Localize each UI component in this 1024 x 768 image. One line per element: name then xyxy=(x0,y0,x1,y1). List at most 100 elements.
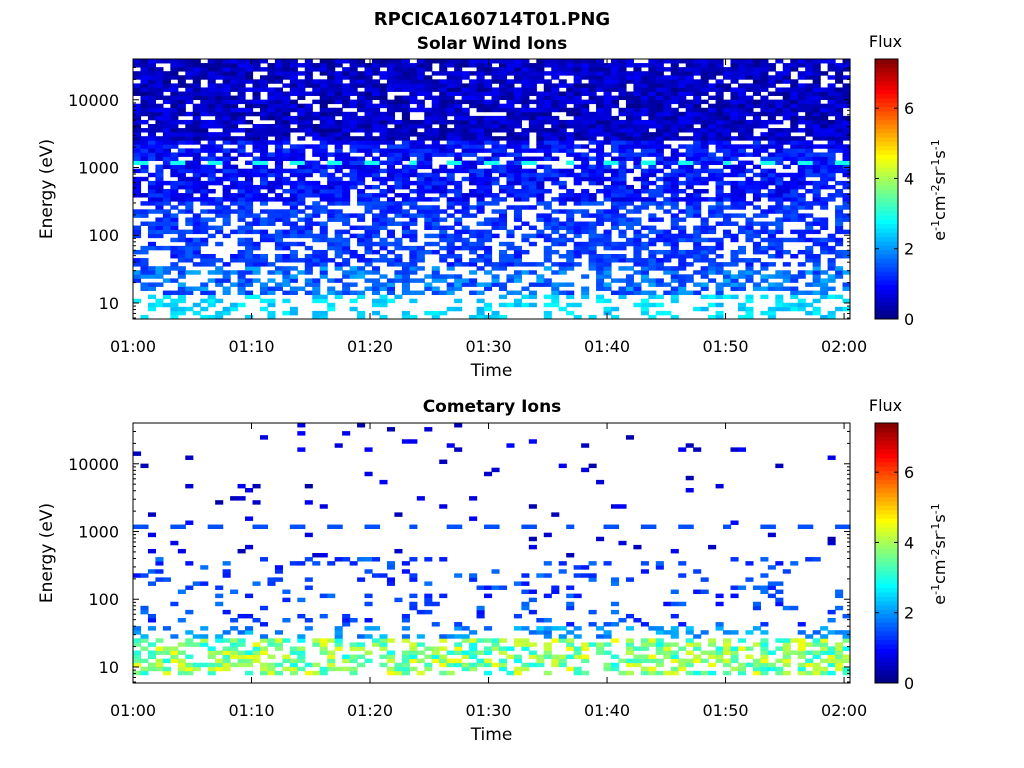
heatmap-cell xyxy=(737,229,747,235)
heatmap-cell xyxy=(767,180,776,186)
heatmap-cell xyxy=(700,229,709,235)
heatmap-cell xyxy=(289,59,298,64)
heatmap-cell xyxy=(655,638,664,643)
heatmap-cell xyxy=(446,266,455,271)
heatmap-cell xyxy=(543,111,552,117)
x-tick-label: 01:30 xyxy=(465,337,511,356)
heatmap-cell xyxy=(581,63,590,68)
heatmap-cell xyxy=(491,646,500,651)
heatmap-cell xyxy=(252,193,261,198)
heatmap-cell xyxy=(581,286,590,291)
heatmap-cell xyxy=(693,132,702,137)
heatmap-cell xyxy=(678,99,687,105)
heatmap-cell xyxy=(304,229,313,235)
y-axis-label: Energy (eV) xyxy=(37,139,57,239)
heatmap-cell xyxy=(349,290,358,296)
heatmap-cell xyxy=(633,290,642,296)
heatmap-cell xyxy=(177,249,186,255)
heatmap-cell xyxy=(723,294,732,300)
heatmap-cell xyxy=(648,241,657,247)
heatmap-cell xyxy=(140,63,149,68)
heatmap-cell xyxy=(835,168,844,174)
heatmap-cell xyxy=(581,172,590,178)
heatmap-cell xyxy=(760,59,769,64)
heatmap-cell xyxy=(342,274,351,279)
heatmap-cell xyxy=(625,266,635,271)
heatmap-cell xyxy=(573,197,582,202)
heatmap-cell xyxy=(207,209,216,214)
heatmap-cell xyxy=(207,160,216,166)
heatmap-cell xyxy=(543,245,552,251)
heatmap-cell xyxy=(252,79,261,84)
heatmap-cell xyxy=(274,71,283,76)
heatmap-cell xyxy=(790,193,799,198)
heatmap-cell xyxy=(603,310,612,316)
heatmap-cell xyxy=(185,654,194,660)
heatmap-cell xyxy=(640,63,649,68)
heatmap-cell xyxy=(498,63,508,68)
heatmap-cell xyxy=(200,136,209,141)
heatmap-cell xyxy=(469,278,478,283)
heatmap-cell xyxy=(267,111,276,117)
heatmap-cell xyxy=(805,95,814,101)
heatmap-cell xyxy=(454,87,463,92)
heatmap-cell xyxy=(409,63,418,68)
heatmap-cell xyxy=(558,59,567,64)
heatmap-cell xyxy=(349,87,358,92)
heatmap-cell xyxy=(573,654,582,660)
heatmap-cell xyxy=(513,67,522,72)
heatmap-cell xyxy=(842,213,851,218)
heatmap-cell xyxy=(760,107,769,113)
heatmap-cell xyxy=(782,140,791,145)
heatmap-cell xyxy=(409,91,418,96)
heatmap-cell xyxy=(782,99,791,105)
heatmap-cell xyxy=(581,245,590,251)
heatmap-cell xyxy=(439,229,448,235)
heatmap-cell xyxy=(409,650,418,655)
heatmap-cell xyxy=(640,241,649,247)
heatmap-cell xyxy=(820,646,829,651)
heatmap-cell xyxy=(700,75,709,80)
heatmap-cell xyxy=(192,140,201,145)
heatmap-cell xyxy=(581,189,590,194)
heatmap-cell xyxy=(484,176,493,182)
heatmap-cell xyxy=(678,237,687,243)
heatmap-cell xyxy=(797,642,806,647)
heatmap-cell xyxy=(245,270,254,275)
colorbar-segment xyxy=(875,232,898,238)
heatmap-cell xyxy=(663,99,672,105)
heatmap-cell xyxy=(506,103,515,109)
heatmap-cell xyxy=(304,662,313,668)
heatmap-cell xyxy=(289,213,298,218)
heatmap-cell xyxy=(573,95,582,101)
heatmap-cell xyxy=(536,79,545,84)
heatmap-cell xyxy=(177,245,186,251)
heatmap-cell xyxy=(484,258,493,263)
heatmap-cell xyxy=(633,160,642,166)
heatmap-cell xyxy=(304,184,313,190)
heatmap-cell xyxy=(663,107,672,113)
heatmap-cell xyxy=(364,136,373,141)
heatmap-cell xyxy=(252,229,261,235)
heatmap-cell xyxy=(693,237,702,243)
heatmap-cell xyxy=(633,282,642,287)
heatmap-cell xyxy=(446,197,455,202)
heatmap-cell xyxy=(319,270,328,275)
heatmap-cell xyxy=(259,132,269,137)
heatmap-cell xyxy=(334,99,343,105)
heatmap-cell xyxy=(192,107,201,113)
heatmap-cell xyxy=(319,103,328,109)
heatmap-cell xyxy=(805,270,814,275)
heatmap-cell xyxy=(469,144,478,149)
heatmap-cell xyxy=(454,634,463,639)
heatmap-cell xyxy=(289,119,298,125)
heatmap-cell xyxy=(304,164,313,170)
heatmap-cell xyxy=(723,197,732,202)
heatmap-cell xyxy=(633,67,642,72)
heatmap-cell xyxy=(215,278,224,283)
heatmap-cell xyxy=(245,262,254,267)
heatmap-cell xyxy=(476,172,485,178)
heatmap-cell xyxy=(177,128,186,133)
heatmap-cell xyxy=(603,132,612,137)
heatmap-cell xyxy=(708,71,717,76)
